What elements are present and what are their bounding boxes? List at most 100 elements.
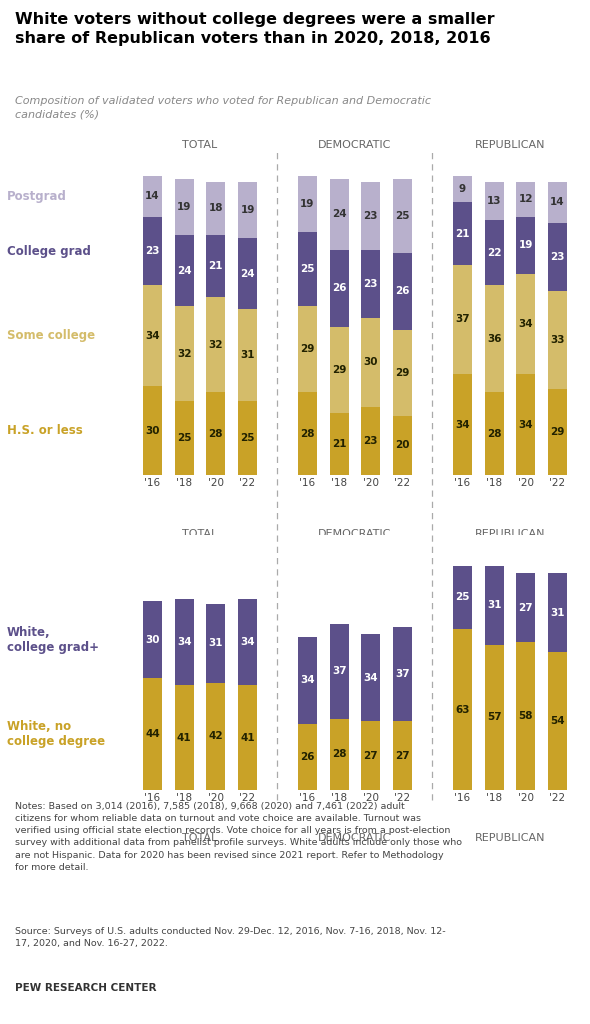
Bar	[516, 273, 535, 374]
Text: 19: 19	[177, 202, 191, 212]
Text: 19: 19	[519, 241, 533, 251]
Text: Some college: Some college	[7, 330, 95, 342]
Bar	[206, 392, 225, 475]
Bar	[175, 306, 194, 401]
Bar	[516, 217, 535, 273]
Text: 21: 21	[455, 228, 470, 239]
Text: 27: 27	[395, 751, 410, 761]
Bar	[206, 297, 225, 392]
Bar	[175, 234, 194, 306]
Text: 25: 25	[395, 211, 410, 221]
Text: 32: 32	[177, 348, 191, 358]
Text: Notes: Based on 3,014 (2016), 7,585 (2018), 9,668 (2020) and 7,461 (2022) adult
: Notes: Based on 3,014 (2016), 7,585 (201…	[15, 802, 462, 871]
Bar	[453, 565, 472, 630]
Bar	[361, 407, 381, 475]
Bar	[484, 220, 504, 286]
Text: 31: 31	[487, 600, 502, 610]
Text: 32: 32	[209, 340, 223, 349]
Text: 21: 21	[209, 261, 223, 271]
Text: 54: 54	[550, 716, 565, 726]
Text: 13: 13	[487, 196, 502, 206]
Bar	[238, 181, 257, 238]
Text: 23: 23	[550, 252, 565, 262]
Text: 34: 34	[300, 676, 314, 685]
Bar	[361, 635, 381, 721]
Text: 29: 29	[395, 368, 409, 378]
Text: 28: 28	[300, 428, 314, 438]
Text: 41: 41	[240, 733, 255, 742]
Bar	[298, 392, 317, 475]
Text: 30: 30	[363, 357, 378, 368]
Bar	[206, 604, 225, 683]
Bar	[484, 645, 504, 790]
Bar	[453, 203, 472, 264]
Text: 28: 28	[332, 750, 346, 760]
Text: Source: Surveys of U.S. adults conducted Nov. 29-Dec. 12, 2016, Nov. 7-16, 2018,: Source: Surveys of U.S. adults conducted…	[15, 927, 445, 948]
Bar	[361, 250, 381, 318]
Text: H.S. or less: H.S. or less	[7, 424, 83, 437]
Text: REPUBLICAN: REPUBLICAN	[475, 834, 545, 844]
Bar	[393, 416, 412, 475]
Bar	[206, 181, 225, 234]
Text: 34: 34	[177, 637, 192, 647]
Bar	[238, 309, 257, 401]
Bar	[175, 401, 194, 475]
Bar	[548, 389, 567, 475]
Text: 23: 23	[363, 279, 378, 289]
Text: 25: 25	[455, 593, 470, 602]
Text: White voters without college degrees were a smaller
share of Republican voters t: White voters without college degrees wer…	[15, 12, 494, 46]
Bar	[330, 413, 349, 475]
Bar	[548, 291, 567, 389]
Text: 44: 44	[145, 729, 160, 739]
Text: College grad: College grad	[7, 245, 91, 258]
Bar	[298, 724, 317, 790]
Text: 30: 30	[145, 635, 160, 644]
Bar	[298, 637, 317, 724]
Text: 29: 29	[550, 427, 565, 437]
Text: 58: 58	[519, 711, 533, 721]
Bar	[238, 599, 257, 685]
Bar	[175, 685, 194, 790]
Text: 23: 23	[363, 211, 378, 221]
Bar	[453, 176, 472, 203]
Bar	[484, 286, 504, 392]
Text: PEW RESEARCH CENTER: PEW RESEARCH CENTER	[15, 983, 156, 993]
Bar	[484, 181, 504, 220]
Bar	[453, 264, 472, 374]
Text: 29: 29	[332, 365, 346, 375]
Text: 19: 19	[240, 205, 255, 215]
Text: 24: 24	[332, 209, 346, 219]
Bar	[238, 685, 257, 790]
Bar	[393, 721, 412, 790]
Text: 25: 25	[300, 264, 314, 274]
Bar	[238, 401, 257, 475]
Text: 34: 34	[363, 673, 378, 683]
Text: 25: 25	[240, 433, 255, 443]
Text: 12: 12	[519, 195, 533, 205]
Bar	[143, 286, 162, 386]
Text: 34: 34	[240, 637, 255, 647]
Text: TOTAL: TOTAL	[182, 834, 218, 844]
Bar	[206, 683, 225, 790]
Bar	[393, 179, 412, 253]
Text: 23: 23	[145, 247, 160, 256]
Bar	[484, 565, 504, 645]
Title: DEMOCRATIC: DEMOCRATIC	[319, 140, 392, 151]
Text: White, no
college degree: White, no college degree	[7, 720, 105, 748]
Bar	[516, 642, 535, 790]
Text: 14: 14	[145, 191, 160, 202]
Bar	[548, 573, 567, 652]
Bar	[143, 217, 162, 286]
Bar	[143, 386, 162, 475]
Text: 33: 33	[550, 335, 565, 345]
Bar	[298, 306, 317, 392]
Bar	[298, 232, 317, 306]
Text: 34: 34	[455, 420, 470, 430]
Bar	[238, 238, 257, 309]
Bar	[516, 573, 535, 642]
Text: 57: 57	[487, 713, 502, 722]
Bar	[298, 176, 317, 232]
Text: 21: 21	[332, 439, 346, 449]
Bar	[453, 630, 472, 790]
Bar	[330, 250, 349, 327]
